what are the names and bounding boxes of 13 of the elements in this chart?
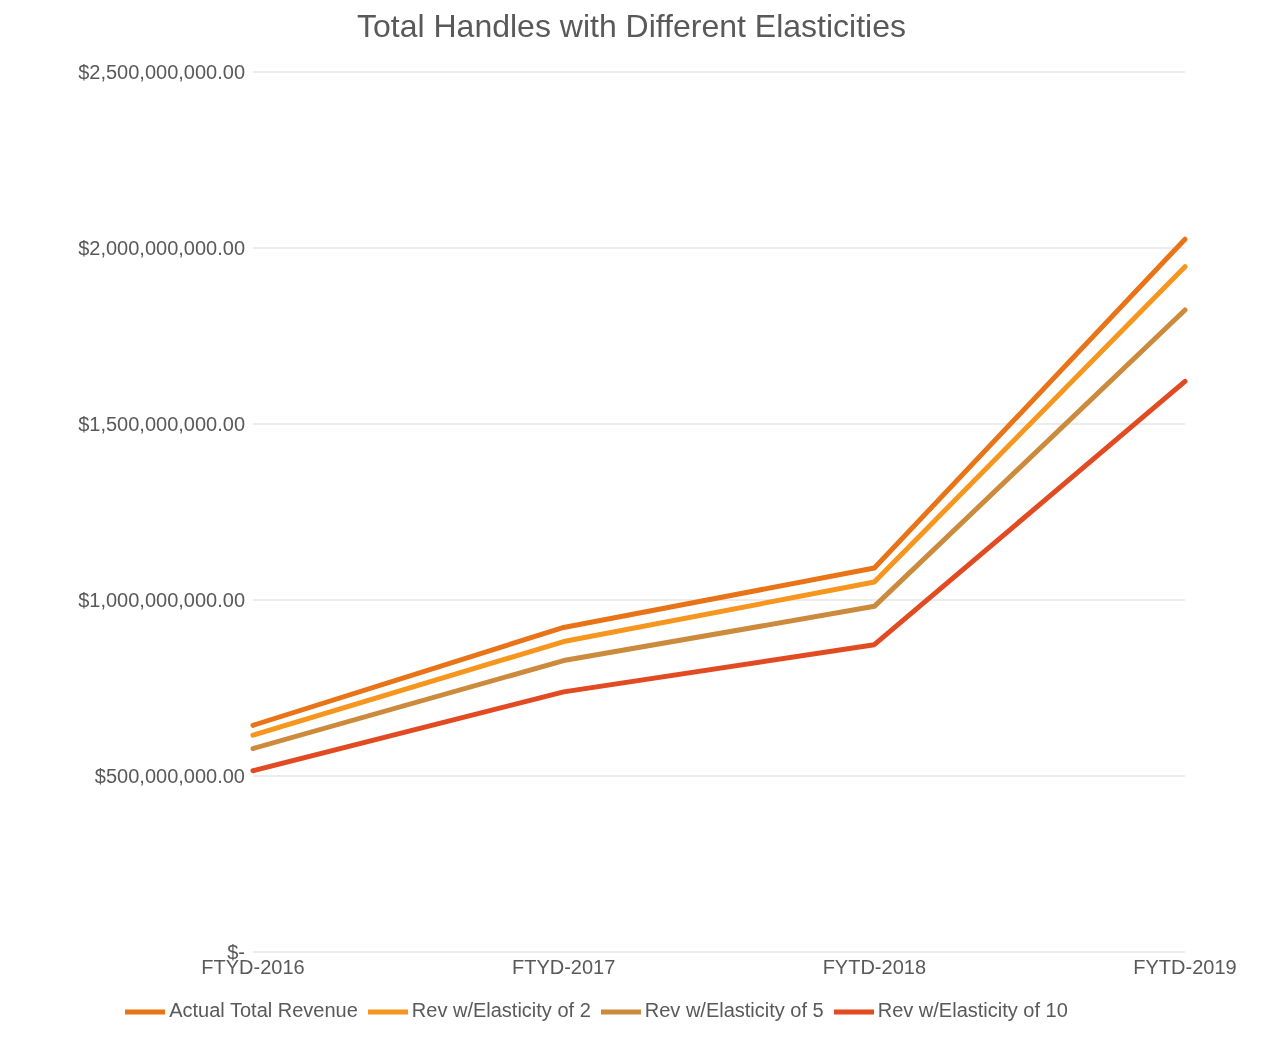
y-tick-label: $500,000,000.00 [94,765,245,788]
x-tick-label: FTYD-2017 [511,956,616,979]
chart-title: Total Handles with Different Elasticities [356,8,907,46]
y-tick-label: $2,000,000,000.00 [78,237,245,260]
legend-label: Rev w/Elasticity of 2 [411,999,591,1022]
legend-label: Rev w/Elasticity of 5 [644,999,824,1022]
y-tick-label: $2,500,000,000.00 [78,61,245,84]
y-tick-label: $1,500,000,000.00 [78,413,245,436]
legend-label: Actual Total Revenue [169,999,358,1022]
x-tick-label: FYTD-2018 [822,956,927,979]
legend-label: Rev w/Elasticity of 10 [877,999,1068,1022]
x-tick-label: FYTD-2019 [1133,956,1237,979]
y-tick-label: $1,000,000,000.00 [78,589,245,612]
